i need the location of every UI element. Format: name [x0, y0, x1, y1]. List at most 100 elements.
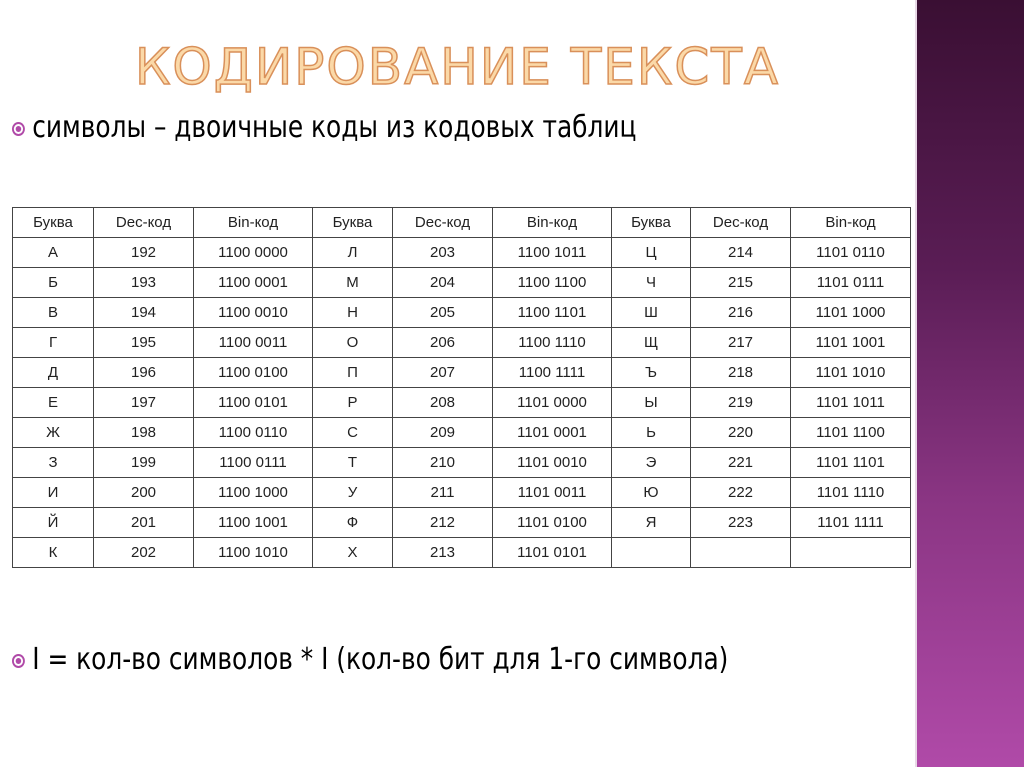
table-cell: 1100 0000 [193, 237, 313, 268]
table-cell: 200 [93, 477, 194, 508]
table-cell: 1100 0101 [193, 387, 313, 418]
column-header: Bin-код [193, 207, 313, 238]
table-cell: О [312, 327, 393, 358]
table-cell: 217 [690, 327, 791, 358]
column-header: Bin-код [790, 207, 911, 238]
table-cell: 220 [690, 417, 791, 448]
slide-title: КОДИРОВАНИЕ ТЕКСТА [134, 37, 781, 97]
table-cell: П [312, 357, 393, 388]
column-header: Dec-код [690, 207, 791, 238]
table-header-row: Буква Dec-код Bin-код Буква Dec-код Bin-код Бу… [12, 207, 911, 238]
table-cell: 1101 1100 [790, 417, 911, 448]
table-row: Е 197 1100 0101 Р 208 1101 0000 Ы 219 1101 1011 [12, 387, 911, 418]
table-row: Г 195 1100 0011 О 206 1100 1110 Щ 217 1101 1001 [12, 327, 911, 358]
table-cell [690, 537, 791, 568]
table-cell: Т [312, 447, 393, 478]
table-cell: 223 [690, 507, 791, 538]
table-cell: 1101 1000 [790, 297, 911, 328]
table-row: А 192 1100 0000 Л 203 1100 1011 Ц 214 1101 0110 [12, 237, 911, 268]
table-row: Д 196 1100 0100 П 207 1100 1111 Ъ 218 1101 1010 [12, 357, 911, 388]
table-cell [611, 537, 691, 568]
table-cell: 1101 1011 [790, 387, 911, 418]
column-header: Dec-код [392, 207, 493, 238]
table-cell: С [312, 417, 393, 448]
table-cell: 1100 0011 [193, 327, 313, 358]
table-cell: 197 [93, 387, 194, 418]
table-cell: 1100 0001 [193, 267, 313, 298]
table-cell: 214 [690, 237, 791, 268]
table-cell: 1100 0100 [193, 357, 313, 388]
table-cell: Н [312, 297, 393, 328]
table-row: К 202 1100 1010 Х 213 1101 0101 [12, 537, 911, 568]
table-cell: 1100 1001 [193, 507, 313, 538]
table-cell: 1100 0110 [193, 417, 313, 448]
table-cell: 1101 1010 [790, 357, 911, 388]
table-cell: Х [312, 537, 393, 568]
table-cell: 1101 1101 [790, 447, 911, 478]
table-cell: 211 [392, 477, 493, 508]
table-cell: 1101 0001 [492, 417, 612, 448]
table-cell: Й [12, 507, 94, 538]
table-cell: Л [312, 237, 393, 268]
table-row: Б 193 1100 0001 М 204 1100 1100 Ч 215 1101 0111 [12, 267, 911, 298]
table-cell: 194 [93, 297, 194, 328]
table-cell: 1101 0010 [492, 447, 612, 478]
table-cell: 1100 1000 [193, 477, 313, 508]
column-header: Bin-код [492, 207, 612, 238]
table-cell: 198 [93, 417, 194, 448]
table-cell: Ъ [611, 357, 691, 388]
bullet-icon [12, 653, 25, 668]
table-cell: Ь [611, 417, 691, 448]
table-cell: А [12, 237, 94, 268]
column-header: Буква [312, 207, 393, 238]
table-cell: У [312, 477, 393, 508]
table-cell: Ц [611, 237, 691, 268]
table-cell: 192 [93, 237, 194, 268]
table-cell: Ы [611, 387, 691, 418]
table-cell: 1100 1110 [492, 327, 612, 358]
table-cell: 206 [392, 327, 493, 358]
table-cell: 1101 0100 [492, 507, 612, 538]
table-cell: Ф [312, 507, 393, 538]
decorative-sidebar [915, 0, 1024, 767]
table-cell: Я [611, 507, 691, 538]
table-cell: 1100 1111 [492, 357, 612, 388]
bullet-item: символы – двоичные коды из кодовых табли… [12, 110, 636, 145]
table-cell: 207 [392, 357, 493, 388]
table-row: В 194 1100 0010 Н 205 1100 1101 Ш 216 1101 1000 [12, 297, 911, 328]
table-cell: 215 [690, 267, 791, 298]
table-cell [790, 537, 911, 568]
table-cell: Д [12, 357, 94, 388]
bullet-text: I = кол-во символов * I (кол-во бит для … [32, 642, 729, 677]
table-cell: 1100 1100 [492, 267, 612, 298]
table-cell: 195 [93, 327, 194, 358]
table-cell: 222 [690, 477, 791, 508]
table-cell: 1101 0111 [790, 267, 911, 298]
table-cell: 221 [690, 447, 791, 478]
table-cell: З [12, 447, 94, 478]
table-cell: Б [12, 267, 94, 298]
table-cell: Щ [611, 327, 691, 358]
table-cell: 1100 1010 [193, 537, 313, 568]
table-cell: 1100 0111 [193, 447, 313, 478]
column-header: Dec-код [93, 207, 194, 238]
table-cell: Ш [611, 297, 691, 328]
table-cell: И [12, 477, 94, 508]
table-cell: 1101 1001 [790, 327, 911, 358]
table-cell: 199 [93, 447, 194, 478]
table-cell: 202 [93, 537, 194, 568]
table-cell: 1100 1011 [492, 237, 612, 268]
table-cell: 212 [392, 507, 493, 538]
table-cell: Р [312, 387, 393, 418]
table-cell: 210 [392, 447, 493, 478]
column-header: Буква [611, 207, 691, 238]
bullet-icon [12, 121, 25, 136]
table-cell: 196 [93, 357, 194, 388]
bullet-text: символы – двоичные коды из кодовых табли… [32, 110, 637, 145]
table-cell: 1101 0011 [492, 477, 612, 508]
table-cell: 1101 1110 [790, 477, 911, 508]
table-cell: 204 [392, 267, 493, 298]
code-table: Буква Dec-код Bin-код Буква Dec-код Bin-код Бу… [12, 207, 911, 568]
table-row: Й 201 1100 1001 Ф 212 1101 0100 Я 223 1101 1111 [12, 507, 911, 538]
table-row: Ж 198 1100 0110 С 209 1101 0001 Ь 220 1101 1100 [12, 417, 911, 448]
